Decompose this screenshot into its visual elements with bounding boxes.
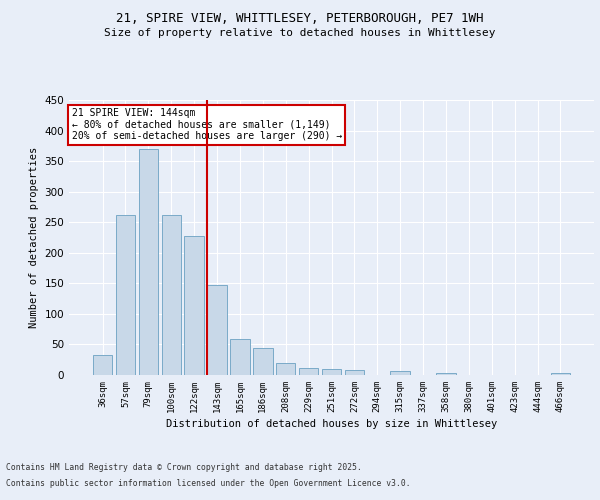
Text: Contains HM Land Registry data © Crown copyright and database right 2025.: Contains HM Land Registry data © Crown c… — [6, 464, 362, 472]
Bar — [253, 348, 272, 375]
Bar — [276, 363, 295, 375]
Bar — [230, 339, 250, 375]
Bar — [322, 369, 341, 375]
X-axis label: Distribution of detached houses by size in Whittlesey: Distribution of detached houses by size … — [166, 419, 497, 429]
Bar — [551, 373, 570, 375]
Bar — [208, 284, 227, 375]
Text: Contains public sector information licensed under the Open Government Licence v3: Contains public sector information licen… — [6, 478, 410, 488]
Bar — [436, 373, 455, 375]
Text: 21, SPIRE VIEW, WHITTLESEY, PETERBOROUGH, PE7 1WH: 21, SPIRE VIEW, WHITTLESEY, PETERBOROUGH… — [116, 12, 484, 26]
Text: Size of property relative to detached houses in Whittlesey: Size of property relative to detached ho… — [104, 28, 496, 38]
Bar — [344, 370, 364, 375]
Bar — [299, 368, 319, 375]
Bar — [93, 355, 112, 375]
Bar — [391, 372, 410, 375]
Y-axis label: Number of detached properties: Number of detached properties — [29, 147, 39, 328]
Bar — [116, 215, 135, 375]
Bar — [139, 149, 158, 375]
Bar — [161, 215, 181, 375]
Text: 21 SPIRE VIEW: 144sqm
← 80% of detached houses are smaller (1,149)
20% of semi-d: 21 SPIRE VIEW: 144sqm ← 80% of detached … — [71, 108, 342, 142]
Bar — [184, 236, 204, 375]
